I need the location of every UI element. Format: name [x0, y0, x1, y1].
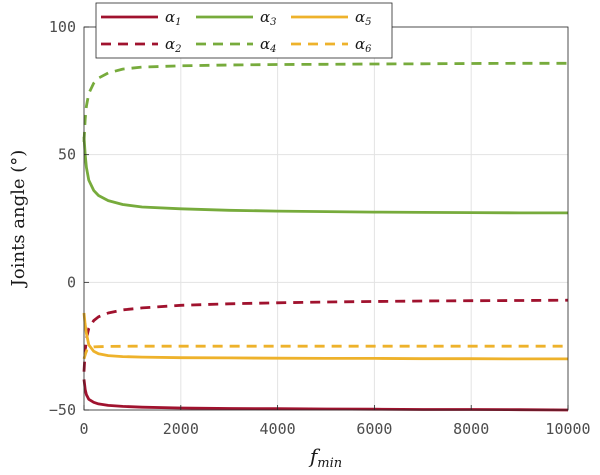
legend-label: α6 — [355, 35, 372, 55]
x-axis-label: fmin — [308, 444, 342, 471]
series-line-α6 — [82, 344, 568, 360]
series-lines — [82, 61, 569, 412]
series-line-α2 — [82, 298, 569, 372]
series-line-α3 — [82, 136, 568, 215]
x-tick-label: 0 — [79, 420, 88, 438]
x-tick-label: 10000 — [545, 420, 590, 438]
legend-box — [95, 2, 393, 59]
plot-background — [84, 27, 568, 410]
x-tick-label: 8000 — [453, 420, 489, 438]
series-line-α5 — [82, 312, 568, 361]
legend: α1 α2 α3 α4 α5 α6 — [95, 2, 393, 59]
x-tick-label: 6000 — [356, 420, 392, 438]
legend-label: α2 — [165, 35, 182, 55]
y-tick-label: −50 — [49, 401, 76, 419]
legend-label: α3 — [260, 8, 277, 28]
y-axis-label: Joints angle (°) — [8, 150, 29, 289]
legend-label: α1 — [165, 8, 182, 28]
series-line-α1 — [82, 379, 569, 412]
legend-label: α5 — [355, 8, 372, 28]
y-tick-label: 100 — [49, 18, 76, 36]
y-tick-label: 50 — [58, 146, 76, 164]
y-tick-label: 0 — [67, 273, 76, 291]
x-tick-label: 4000 — [260, 420, 296, 438]
legend-label: α4 — [260, 35, 277, 55]
x-tick-label: 2000 — [163, 420, 199, 438]
x-axis-label-sub: min — [317, 456, 342, 471]
